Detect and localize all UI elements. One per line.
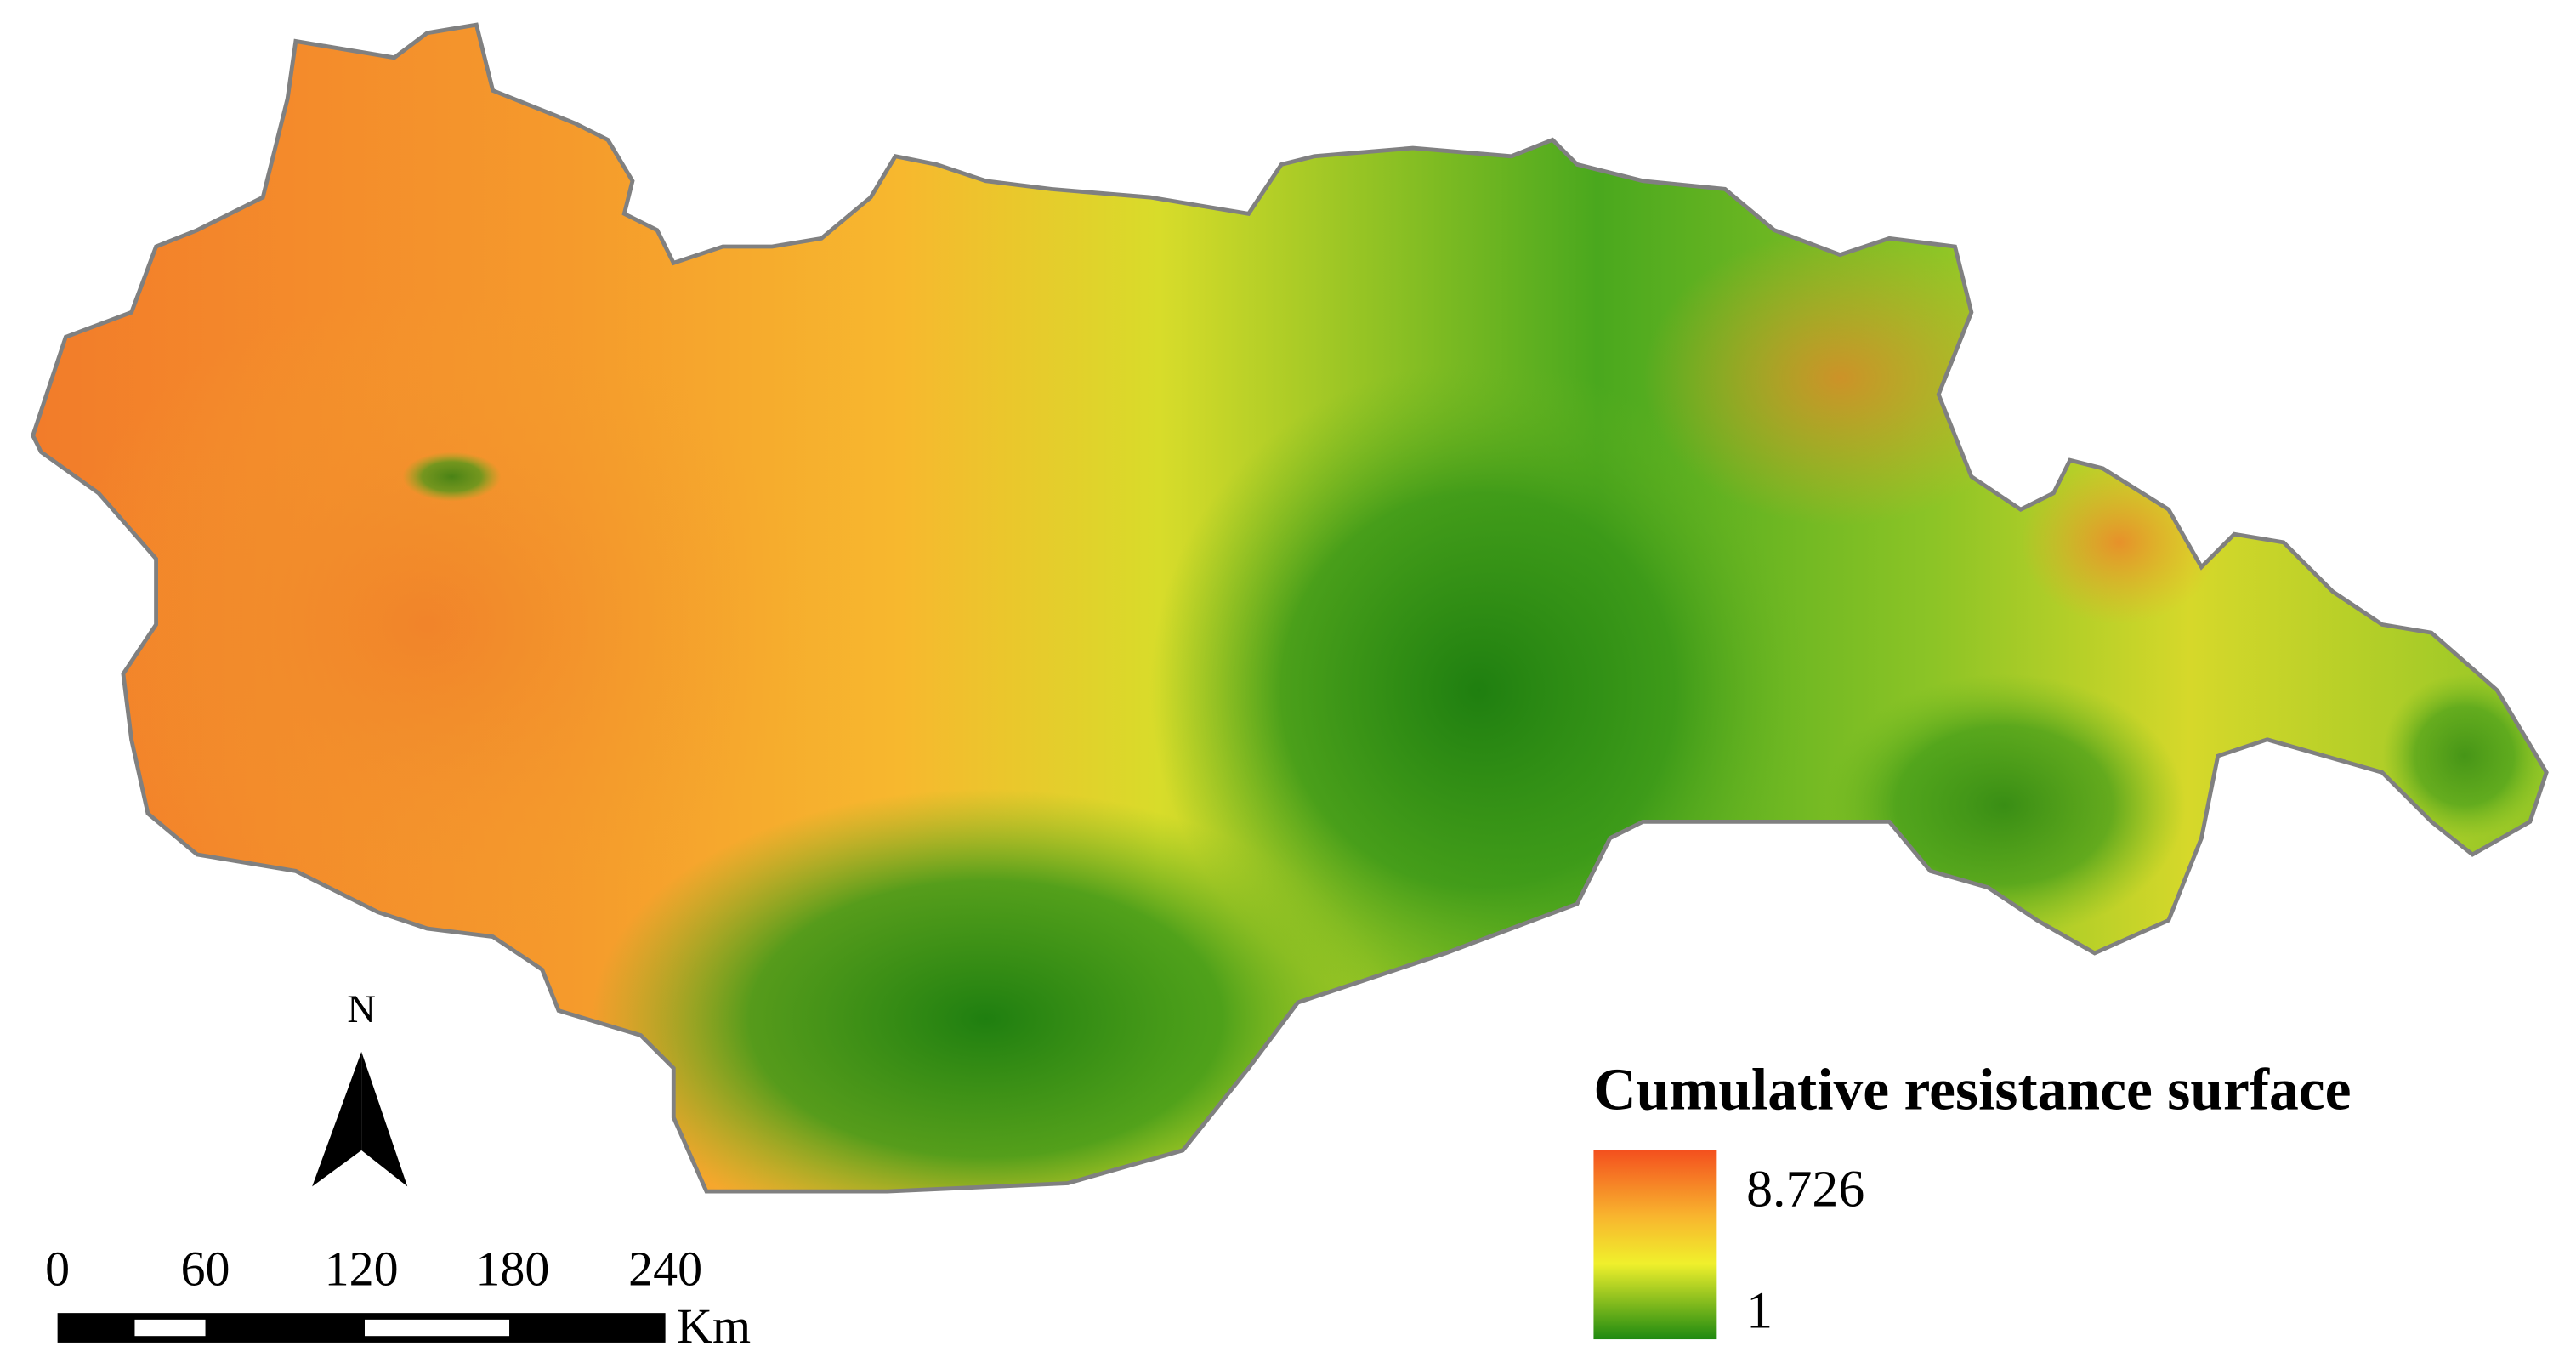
legend-min-label: 1 [1746,1282,1773,1340]
scale-label: 60 [181,1241,230,1296]
scale-bar [57,1313,666,1343]
legend-max-label: 8.726 [1746,1161,1864,1218]
scale-unit: Km [677,1298,751,1354]
north-label: N [347,988,375,1031]
scale-label: 240 [628,1241,702,1296]
scale-label: 120 [325,1241,399,1296]
legend-title: Cumulative resistance surface [1593,1058,2351,1123]
scale-label: 180 [475,1241,549,1296]
legend-color-ramp [1593,1150,1717,1340]
scale-label: 0 [45,1241,70,1296]
north-arrow [312,1051,408,1187]
